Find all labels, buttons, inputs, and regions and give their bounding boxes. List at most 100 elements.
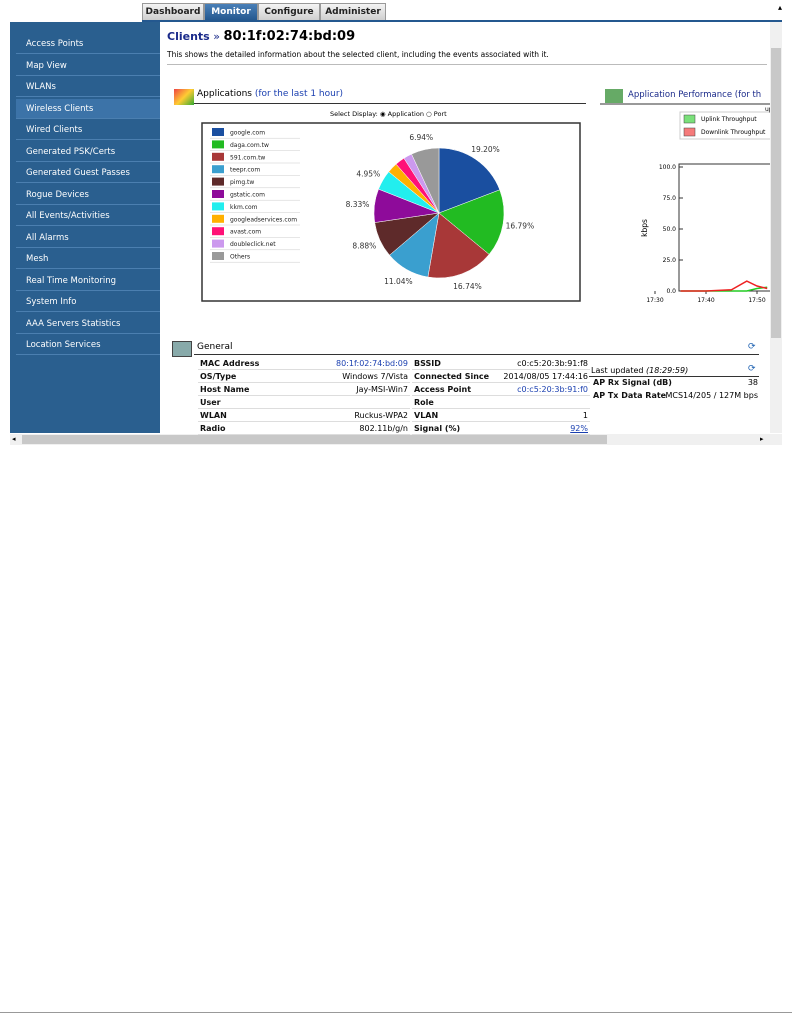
legend-swatch (683, 127, 696, 137)
row-rule (198, 408, 410, 409)
row-rule (412, 369, 590, 370)
nav-item[interactable]: Generated PSK/Certs (16, 142, 160, 162)
legend-swatch (212, 140, 224, 149)
nav-item[interactable]: Map View (16, 56, 160, 76)
legend-label: kkm.com (230, 204, 258, 211)
slice-label: 8.88% (352, 241, 376, 250)
legend-label: Others (230, 254, 250, 261)
scroll-arrow[interactable]: ▴ (778, 3, 783, 12)
field-label: OS/Type (200, 372, 237, 381)
row-rule (412, 434, 590, 435)
nav-item[interactable]: System Info (16, 292, 160, 312)
radio[interactable]: ○ Port (426, 110, 447, 118)
option: Port (433, 110, 447, 118)
nav-item[interactable]: WLANs (16, 77, 160, 97)
legend-swatch (212, 202, 224, 211)
legend-label: googleadservices.com (230, 216, 297, 223)
y-tick-label: 100.0 (659, 164, 676, 171)
pie-chart: 19.20% google.com 16.79% daga.com.tw 16.74% 5… (201, 122, 581, 302)
field-label: AP Tx Data Rate (593, 391, 667, 400)
field-label: MAC Address (200, 359, 260, 368)
legend-label: Uplink Throughput (701, 116, 757, 123)
nav-item[interactable]: Mesh (16, 249, 160, 269)
nav-item[interactable]: Real Time Monitoring (16, 271, 160, 291)
select-display: Select Display: ◉ Application ○ Port (330, 110, 447, 118)
tab[interactable]: Dashboard (142, 3, 204, 20)
last-updated-title: Last updated (591, 366, 644, 375)
nav-item[interactable]: Wired Clients (16, 120, 160, 140)
legend-swatch (212, 252, 224, 260)
rule (194, 354, 759, 355)
nav-item[interactable]: All Events/Activities (16, 206, 160, 226)
tab-bar (142, 20, 782, 22)
nav-item[interactable]: Location Services (16, 335, 160, 355)
field-value[interactable]: 80:1f:02:74:bd:09 (336, 359, 408, 368)
h-scrollbar[interactable] (10, 434, 782, 445)
field-value: MCS14/205 / 127M bps (665, 391, 758, 400)
separator: » (213, 30, 220, 43)
y-tick-label: 75.0 (663, 195, 677, 202)
client-title: 80:1f:02:74:bd:09 (223, 29, 356, 44)
field-value[interactable]: c0:c5:20:3b:91:f0 (517, 385, 588, 394)
slice-label: 4.95% (356, 169, 380, 178)
pie-slice (438, 189, 505, 255)
chart-title: Application Performance (for th (628, 90, 761, 100)
nav-item[interactable]: All Alarms (16, 228, 160, 248)
legend-swatch (212, 177, 224, 186)
field-label: Connected Since (414, 372, 490, 381)
nav-item[interactable]: Rogue Devices (16, 185, 160, 205)
breadcrumb[interactable]: Clients (167, 30, 210, 43)
row-rule (412, 421, 590, 422)
x-tick-label: 17:50 (748, 297, 765, 304)
field-value: 2014/08/05 17:44:16 (503, 372, 588, 381)
apps-title: Applications (197, 89, 252, 99)
nav-item[interactable]: AAA Servers Statistics (16, 314, 160, 334)
slice-label: 11.04% (384, 277, 413, 286)
scroll-arrow[interactable]: ◂ (12, 435, 16, 443)
last-updated: Last updated (18:29:59) (591, 364, 688, 377)
tab[interactable]: Configure (258, 3, 320, 20)
field-value: Windows 7/Vista (342, 372, 408, 381)
y-tick-label: 0.0 (666, 288, 676, 295)
last-updated-time: (18:29:59) (646, 366, 689, 375)
field-label: Role (414, 398, 434, 407)
nav-item[interactable]: Generated Guest Passes (16, 163, 160, 183)
nav-item[interactable]: Wireless Clients (16, 98, 160, 119)
general-title: General (197, 342, 233, 352)
field-label: Host Name (200, 385, 250, 394)
row-rule (412, 408, 590, 409)
line-chart: Application Performance (for th uplink: 1… (600, 89, 770, 304)
radio[interactable]: ◉ Application (379, 110, 424, 118)
perf-panel: Application Performance (for th uplink: 1… (600, 86, 770, 316)
tab[interactable]: Administer (320, 3, 386, 20)
refresh-icon[interactable]: ⟳ (748, 364, 756, 374)
slice-label: 16.79% (506, 222, 535, 231)
field-value: 1 (582, 411, 588, 420)
row-rule (198, 382, 410, 383)
bottom-rule (0, 1012, 792, 1013)
legend-label: avast.com (230, 229, 261, 236)
field-label: BSSID (414, 359, 441, 368)
field-value[interactable]: 92% (570, 424, 588, 433)
legend-label: Downlink Throughput (701, 129, 766, 136)
refresh-icon[interactable]: ⟳ (748, 342, 756, 352)
scroll-arrow[interactable]: ▸ (760, 435, 764, 443)
row-rule (198, 395, 410, 396)
field-label: Radio (200, 424, 226, 433)
legend-swatch (212, 165, 224, 174)
nav-item[interactable]: Access Points (16, 34, 160, 54)
field-value: Jay-MSI-Win7 (356, 385, 408, 394)
description: This shows the detailed information abou… (167, 50, 549, 59)
legend-swatch (212, 190, 224, 198)
pie-slice (438, 147, 501, 214)
pie-slice (427, 212, 490, 279)
y-tick-label: 50.0 (663, 226, 677, 233)
pie-slice (411, 147, 440, 214)
legend-label: teepr.com (230, 167, 260, 174)
perf-icon (605, 89, 623, 103)
slice-label: 16.74% (453, 282, 482, 291)
legend-swatch (212, 214, 224, 223)
row-rule (412, 382, 590, 383)
tab[interactable]: Monitor (204, 3, 258, 20)
v-scrollbar[interactable] (770, 22, 782, 433)
